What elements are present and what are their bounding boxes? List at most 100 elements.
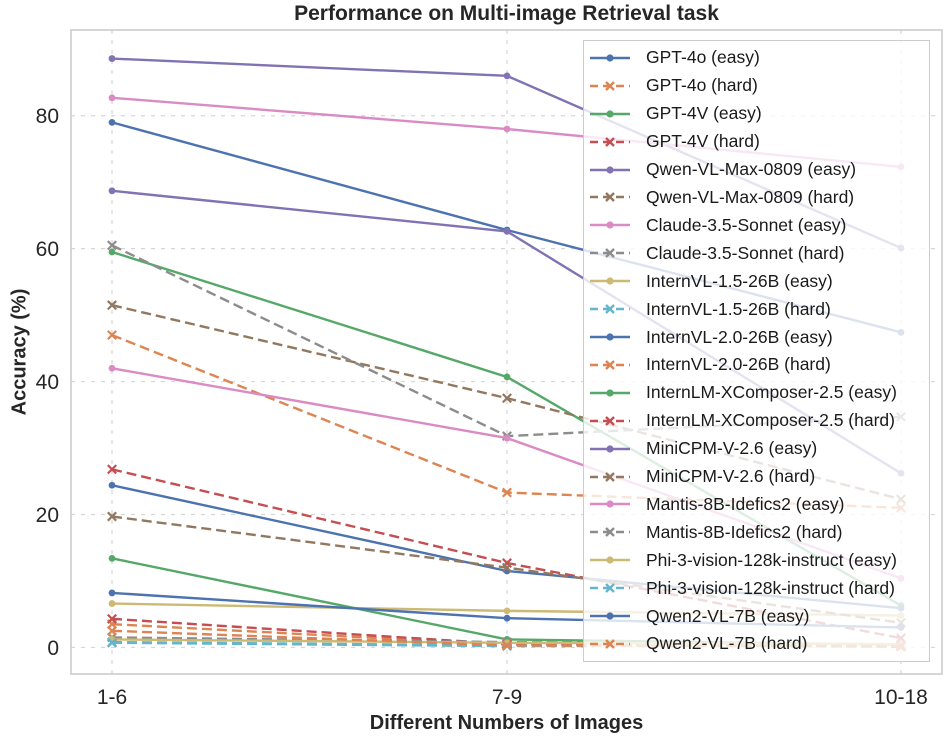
data-point-marker xyxy=(108,187,116,195)
legend-item: GPT-4V (easy) xyxy=(584,100,929,128)
legend-dashed-line-icon xyxy=(590,527,630,538)
data-point-marker xyxy=(503,614,511,622)
legend-solid-line-icon xyxy=(590,165,630,174)
y-axis-label: Accuracy (%) xyxy=(8,288,31,416)
legend-dashed-line-icon xyxy=(590,136,630,147)
legend-item: Qwen-VL-Max-0809 (easy) xyxy=(584,156,929,184)
data-point-marker xyxy=(502,393,512,404)
legend-label: Phi-3-vision-128k-instruct (hard) xyxy=(646,577,895,598)
legend-label: Qwen-VL-Max-0809 (hard) xyxy=(646,186,855,207)
legend-item: InternVL-1.5-26B (hard) xyxy=(584,295,929,323)
legend-solid-line-icon xyxy=(590,277,630,285)
legend-label: Qwen-VL-Max-0809 (easy) xyxy=(646,159,857,180)
legend-label: MiniCPM-V-2.6 (hard) xyxy=(646,466,816,487)
legend-label: Claude-3.5-Sonnet (hard) xyxy=(646,242,845,263)
legend-label: Phi-3-vision-128k-instruct (easy) xyxy=(646,549,897,570)
legend-label: MiniCPM-V-2.6 (easy) xyxy=(646,438,818,459)
legend-solid-line-icon xyxy=(590,221,630,229)
data-point-marker xyxy=(107,637,117,648)
data-point-marker xyxy=(108,481,116,489)
legend-item: InternLM-XComposer-2.5 (hard) xyxy=(584,407,929,435)
legend-label: Qwen2-VL-7B (easy) xyxy=(646,605,810,626)
legend-label: GPT-4V (easy) xyxy=(646,103,762,124)
legend-label: GPT-4o (hard) xyxy=(646,75,758,96)
legend-label: GPT-4V (hard) xyxy=(646,131,760,152)
legend-dashed-line-icon xyxy=(590,81,630,91)
data-point-marker xyxy=(503,125,511,133)
data-point-marker xyxy=(107,464,117,475)
data-point-marker xyxy=(502,487,512,498)
legend-item: GPT-4o (hard) xyxy=(584,72,929,100)
data-point-marker xyxy=(107,240,117,251)
legend-solid-line-icon xyxy=(590,556,630,564)
legend-item: InternVL-2.0-26B (hard) xyxy=(584,351,929,379)
data-point-marker xyxy=(107,300,117,311)
legend-item: Mantis-8B-Idefics2 (easy) xyxy=(584,491,929,519)
data-point-marker xyxy=(108,600,116,607)
data-point-marker xyxy=(107,330,117,341)
legend-solid-line-icon xyxy=(590,612,630,620)
data-point-marker xyxy=(502,562,512,573)
legend-label: Mantis-8B-Idefics2 (easy) xyxy=(646,493,845,514)
data-point-marker xyxy=(503,434,511,442)
y-tick-label: 60 xyxy=(36,238,59,261)
legend-label: Mantis-8B-Idefics2 (hard) xyxy=(646,521,843,542)
legend-item: Qwen2-VL-7B (hard) xyxy=(584,630,929,658)
data-point-marker xyxy=(108,248,116,256)
legend-label: Qwen2-VL-7B (hard) xyxy=(646,633,808,654)
legend-dashed-line-icon xyxy=(590,360,630,370)
legend-box: GPT-4o (easy) GPT-4o (hard) GPT-4V (easy) G… xyxy=(583,40,930,662)
data-point-marker xyxy=(503,227,511,235)
data-point-marker xyxy=(107,511,117,522)
legend-item: Qwen2-VL-7B (easy) xyxy=(584,602,929,630)
x-tick-label: 7-9 xyxy=(492,686,522,709)
legend-item: InternLM-XComposer-2.5 (easy) xyxy=(584,379,929,407)
y-tick-label: 80 xyxy=(36,105,59,128)
legend-item: Claude-3.5-Sonnet (hard) xyxy=(584,239,929,267)
legend-label: InternVL-2.0-26B (hard) xyxy=(646,354,831,375)
legend-solid-line-icon xyxy=(590,445,630,453)
legend-item: GPT-4o (easy) xyxy=(584,44,929,72)
legend-label: InternVL-2.0-26B (easy) xyxy=(646,326,833,347)
legend-item: GPT-4V (hard) xyxy=(584,128,929,156)
chart-title: Performance on Multi-image Retrieval tas… xyxy=(294,2,719,25)
legend-item: MiniCPM-V-2.6 (hard) xyxy=(584,463,929,491)
data-point-marker xyxy=(503,373,511,381)
legend-item: Claude-3.5-Sonnet (easy) xyxy=(584,211,929,239)
legend-label: Claude-3.5-Sonnet (easy) xyxy=(646,214,847,235)
legend-dashed-line-icon xyxy=(590,415,630,426)
axes-frame xyxy=(70,29,943,675)
legend-dashed-line-icon xyxy=(590,471,630,482)
data-point-marker xyxy=(108,118,116,126)
y-tick-label: 20 xyxy=(36,504,59,527)
data-point-marker xyxy=(108,94,116,102)
legend-solid-line-icon xyxy=(590,333,630,341)
legend-item: Phi-3-vision-128k-instruct (easy) xyxy=(584,546,929,574)
legend-item: Qwen-VL-Max-0809 (hard) xyxy=(584,184,929,212)
y-tick-label: 40 xyxy=(36,371,59,394)
legend-solid-line-icon xyxy=(590,54,630,62)
x-tick-label: 10-18 xyxy=(874,686,928,709)
legend-label: InternVL-1.5-26B (easy) xyxy=(646,270,833,291)
data-point-marker xyxy=(502,640,512,651)
data-point-marker xyxy=(107,613,117,624)
legend-item: InternVL-1.5-26B (easy) xyxy=(584,267,929,295)
legend-item: Phi-3-vision-128k-instruct (hard) xyxy=(584,574,929,602)
data-point-marker xyxy=(108,554,116,562)
legend-label: GPT-4o (easy) xyxy=(646,47,760,68)
legend-dashed-line-icon xyxy=(590,583,630,594)
y-tick-label: 0 xyxy=(47,637,59,660)
data-point-marker xyxy=(503,607,511,615)
data-point-marker xyxy=(108,55,116,62)
legend-solid-line-icon xyxy=(590,110,630,118)
legend-solid-line-icon xyxy=(590,389,630,397)
legend-item: Mantis-8B-Idefics2 (hard) xyxy=(584,518,929,546)
legend-label: InternLM-XComposer-2.5 (easy) xyxy=(646,382,897,403)
data-point-marker xyxy=(108,589,116,597)
data-point-marker xyxy=(108,364,116,372)
data-point-marker xyxy=(107,625,117,636)
x-axis-label: Different Numbers of Images xyxy=(369,712,644,734)
legend-label: InternLM-XComposer-2.5 (hard) xyxy=(646,410,895,431)
x-tick-label: 1-6 xyxy=(97,686,127,709)
